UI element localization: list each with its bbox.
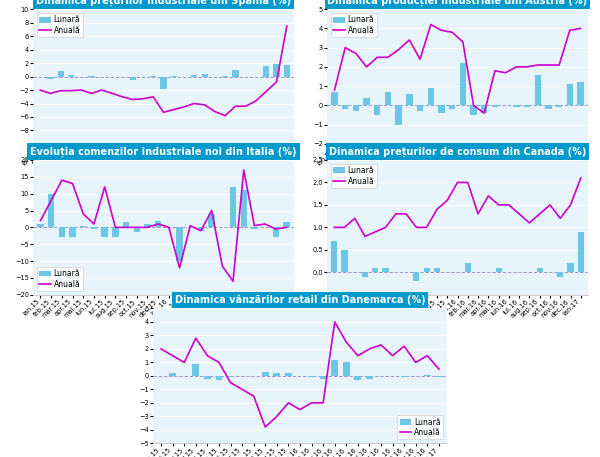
Bar xyxy=(80,226,86,228)
Bar xyxy=(578,232,584,272)
Bar xyxy=(417,106,423,111)
Bar xyxy=(88,76,95,77)
Bar xyxy=(215,376,223,380)
Legend: Lunară, Anuală: Lunară, Anuală xyxy=(331,164,377,188)
Bar xyxy=(47,77,53,79)
Bar xyxy=(343,362,350,376)
Bar xyxy=(160,77,167,89)
Bar xyxy=(385,92,391,106)
Title: Dinamica prețurilor de consum din Canada (%): Dinamica prețurilor de consum din Canada… xyxy=(329,146,586,157)
Bar xyxy=(496,268,502,272)
Bar xyxy=(364,98,370,106)
Bar xyxy=(568,263,574,272)
Bar xyxy=(436,376,442,377)
Bar xyxy=(227,376,234,377)
Bar xyxy=(406,94,413,106)
Bar xyxy=(434,268,440,272)
Bar xyxy=(492,106,498,107)
Bar xyxy=(449,106,455,109)
Bar xyxy=(134,228,140,233)
Bar xyxy=(460,63,466,106)
Bar xyxy=(283,222,290,228)
Bar xyxy=(150,76,157,77)
Bar xyxy=(481,106,487,113)
Bar xyxy=(241,190,247,228)
Title: Dinamica producției industriale din Austria (%): Dinamica producției industriale din Aust… xyxy=(328,0,587,6)
Bar xyxy=(464,263,471,272)
Bar xyxy=(155,221,161,228)
Bar xyxy=(222,76,228,77)
Bar xyxy=(566,84,573,106)
Bar xyxy=(308,376,315,377)
Legend: Lunară, Anuală: Lunară, Anuală xyxy=(331,13,377,37)
Bar xyxy=(374,106,380,115)
Bar xyxy=(58,71,64,77)
Bar xyxy=(401,376,407,377)
Bar xyxy=(331,360,338,376)
Legend: Lunară, Anuală: Lunară, Anuală xyxy=(37,13,83,37)
Bar xyxy=(37,224,44,228)
Bar xyxy=(198,228,204,231)
Title: Evoluția comenzilor industriale noi din Italia (%): Evoluția comenzilor industriale noi din … xyxy=(30,146,297,157)
Bar xyxy=(112,228,119,238)
Bar xyxy=(545,106,551,109)
Bar xyxy=(202,74,208,77)
Bar xyxy=(274,64,280,77)
Bar xyxy=(208,214,215,228)
Bar xyxy=(577,82,584,106)
Bar xyxy=(372,268,379,272)
Bar xyxy=(70,228,76,238)
Bar xyxy=(170,76,177,77)
Bar xyxy=(424,268,430,272)
Bar xyxy=(341,250,347,272)
Bar xyxy=(524,106,530,107)
Legend: Lunară, Anuală: Lunară, Anuală xyxy=(397,415,443,440)
Bar xyxy=(285,373,292,376)
Bar xyxy=(382,268,389,272)
Bar xyxy=(91,228,97,229)
Bar xyxy=(101,228,108,238)
Bar xyxy=(59,228,65,238)
Bar xyxy=(232,70,239,77)
Bar xyxy=(284,65,290,77)
Bar xyxy=(424,375,431,376)
Bar xyxy=(48,194,55,228)
Bar xyxy=(144,224,151,228)
Bar xyxy=(274,373,280,376)
Bar xyxy=(272,228,279,238)
Bar xyxy=(230,187,236,228)
Bar xyxy=(470,106,477,115)
Bar xyxy=(204,376,211,378)
Title: Dinamica vânzărilor retail din Danemarca (%): Dinamica vânzărilor retail din Danemarca… xyxy=(175,294,425,305)
Bar xyxy=(513,106,520,107)
Bar xyxy=(320,376,326,378)
Bar xyxy=(68,75,74,77)
Bar xyxy=(536,268,543,272)
Bar xyxy=(251,228,257,229)
Bar xyxy=(169,373,176,376)
Bar xyxy=(263,66,269,77)
Bar xyxy=(556,106,562,107)
Bar xyxy=(535,74,541,106)
Bar xyxy=(395,106,402,125)
Bar xyxy=(331,241,337,272)
Bar xyxy=(428,88,434,106)
Bar xyxy=(176,228,183,261)
Bar xyxy=(353,106,359,111)
Bar xyxy=(191,74,197,77)
Bar xyxy=(413,272,419,282)
Bar xyxy=(362,272,368,277)
Bar xyxy=(342,106,349,109)
Bar xyxy=(331,92,338,106)
Title: Dinamica prețurilor industriale din Spania (%): Dinamica prețurilor industriale din Span… xyxy=(36,0,291,6)
Bar xyxy=(130,77,136,80)
Bar xyxy=(193,364,199,376)
Bar xyxy=(557,272,563,277)
Legend: Lunară, Anuală: Lunară, Anuală xyxy=(37,267,83,291)
Bar xyxy=(355,376,361,380)
Bar xyxy=(123,222,129,228)
Bar xyxy=(438,106,445,113)
Bar xyxy=(262,372,269,376)
Bar xyxy=(366,376,373,378)
